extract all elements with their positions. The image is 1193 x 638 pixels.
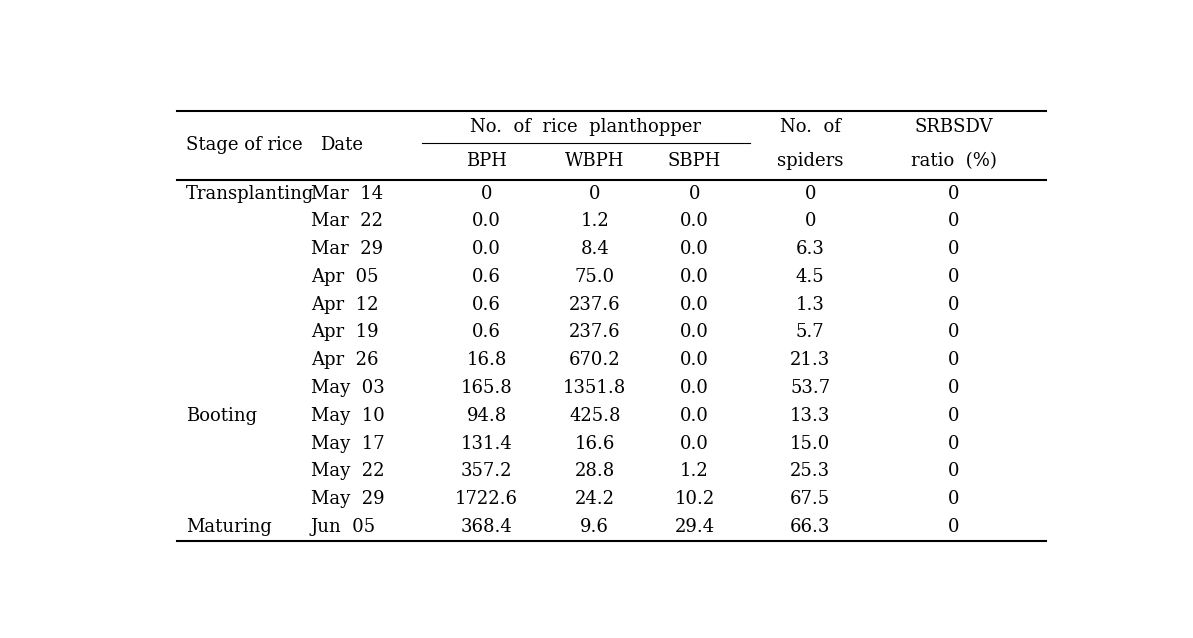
- Text: BPH: BPH: [466, 152, 507, 170]
- Text: 1351.8: 1351.8: [563, 379, 626, 397]
- Text: 0: 0: [947, 463, 959, 480]
- Text: 131.4: 131.4: [460, 434, 513, 452]
- Text: 0: 0: [947, 407, 959, 425]
- Text: May  03: May 03: [311, 379, 384, 397]
- Text: 368.4: 368.4: [460, 518, 513, 536]
- Text: 0: 0: [947, 434, 959, 452]
- Text: 0: 0: [947, 518, 959, 536]
- Text: Apr  12: Apr 12: [311, 295, 378, 314]
- Text: 0.6: 0.6: [472, 295, 501, 314]
- Text: WBPH: WBPH: [565, 152, 624, 170]
- Text: 1.2: 1.2: [680, 463, 709, 480]
- Text: 15.0: 15.0: [790, 434, 830, 452]
- Text: 94.8: 94.8: [466, 407, 507, 425]
- Text: 28.8: 28.8: [575, 463, 614, 480]
- Text: 75.0: 75.0: [575, 268, 614, 286]
- Text: 237.6: 237.6: [569, 323, 620, 341]
- Text: 165.8: 165.8: [460, 379, 513, 397]
- Text: 0.0: 0.0: [680, 434, 709, 452]
- Text: 13.3: 13.3: [790, 407, 830, 425]
- Text: No.  of: No. of: [780, 118, 841, 136]
- Text: 66.3: 66.3: [790, 518, 830, 536]
- Text: 6.3: 6.3: [796, 240, 824, 258]
- Text: 0: 0: [947, 184, 959, 203]
- Text: 0.0: 0.0: [680, 212, 709, 230]
- Text: May  29: May 29: [311, 490, 384, 508]
- Text: 0: 0: [688, 184, 700, 203]
- Text: May  22: May 22: [311, 463, 384, 480]
- Text: Mar  29: Mar 29: [311, 240, 383, 258]
- Text: Stage of rice: Stage of rice: [186, 137, 303, 154]
- Text: 0: 0: [947, 295, 959, 314]
- Text: 0.0: 0.0: [680, 352, 709, 369]
- Text: Mar  14: Mar 14: [311, 184, 383, 203]
- Text: 0.0: 0.0: [680, 323, 709, 341]
- Text: 67.5: 67.5: [790, 490, 830, 508]
- Text: Booting: Booting: [186, 407, 258, 425]
- Text: Maturing: Maturing: [186, 518, 272, 536]
- Text: spiders: spiders: [777, 152, 843, 170]
- Text: 21.3: 21.3: [790, 352, 830, 369]
- Text: 24.2: 24.2: [575, 490, 614, 508]
- Text: 0: 0: [947, 212, 959, 230]
- Text: 0.0: 0.0: [680, 379, 709, 397]
- Text: 425.8: 425.8: [569, 407, 620, 425]
- Text: May  10: May 10: [311, 407, 384, 425]
- Text: 237.6: 237.6: [569, 295, 620, 314]
- Text: 357.2: 357.2: [460, 463, 512, 480]
- Text: 0.0: 0.0: [680, 240, 709, 258]
- Text: Transplanting: Transplanting: [186, 184, 315, 203]
- Text: Apr  26: Apr 26: [311, 352, 378, 369]
- Text: SBPH: SBPH: [668, 152, 722, 170]
- Text: 0: 0: [804, 184, 816, 203]
- Text: 16.6: 16.6: [575, 434, 614, 452]
- Text: 0.0: 0.0: [472, 240, 501, 258]
- Text: 5.7: 5.7: [796, 323, 824, 341]
- Text: Apr  05: Apr 05: [311, 268, 378, 286]
- Text: 0.0: 0.0: [680, 295, 709, 314]
- Text: Jun  05: Jun 05: [311, 518, 376, 536]
- Text: 4.5: 4.5: [796, 268, 824, 286]
- Text: Mar  22: Mar 22: [311, 212, 383, 230]
- Text: 0: 0: [947, 352, 959, 369]
- Text: 0: 0: [947, 240, 959, 258]
- Text: 1.2: 1.2: [581, 212, 610, 230]
- Text: 0: 0: [481, 184, 493, 203]
- Text: 0: 0: [804, 212, 816, 230]
- Text: 16.8: 16.8: [466, 352, 507, 369]
- Text: 0: 0: [947, 268, 959, 286]
- Text: 1.3: 1.3: [796, 295, 824, 314]
- Text: 29.4: 29.4: [674, 518, 715, 536]
- Text: 0.0: 0.0: [472, 212, 501, 230]
- Text: 53.7: 53.7: [790, 379, 830, 397]
- Text: 10.2: 10.2: [674, 490, 715, 508]
- Text: 0: 0: [947, 379, 959, 397]
- Text: 670.2: 670.2: [569, 352, 620, 369]
- Text: 1722.6: 1722.6: [455, 490, 518, 508]
- Text: 0.0: 0.0: [680, 407, 709, 425]
- Text: 8.4: 8.4: [581, 240, 610, 258]
- Text: 0: 0: [947, 490, 959, 508]
- Text: May  17: May 17: [311, 434, 384, 452]
- Text: Apr  19: Apr 19: [311, 323, 378, 341]
- Text: No.  of  rice  planthopper: No. of rice planthopper: [470, 118, 701, 136]
- Text: 0.6: 0.6: [472, 323, 501, 341]
- Text: ratio  (%): ratio (%): [910, 152, 996, 170]
- Text: SRBSDV: SRBSDV: [914, 118, 993, 136]
- Text: 0.6: 0.6: [472, 268, 501, 286]
- Text: 25.3: 25.3: [790, 463, 830, 480]
- Text: 0: 0: [589, 184, 600, 203]
- Text: 9.6: 9.6: [580, 518, 610, 536]
- Text: Date: Date: [320, 137, 363, 154]
- Text: 0: 0: [947, 323, 959, 341]
- Text: 0.0: 0.0: [680, 268, 709, 286]
